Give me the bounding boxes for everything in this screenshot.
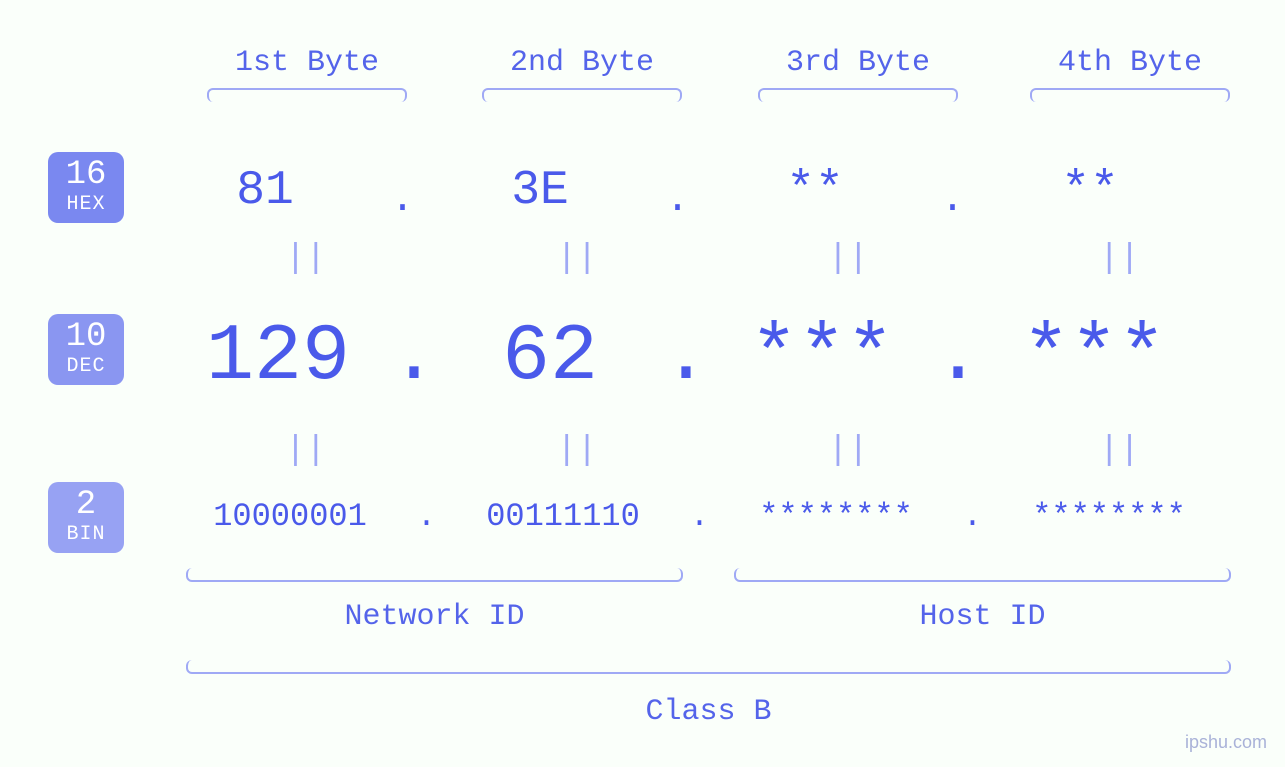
equals-icon: ||: [170, 432, 441, 470]
equals-icon: ||: [441, 432, 712, 470]
base-label: HEX: [48, 194, 124, 215]
dec-byte-4: ***: [986, 312, 1202, 403]
bin-byte-2: 00111110: [443, 498, 683, 535]
dec-byte-3: ***: [714, 312, 930, 403]
base-number: 16: [48, 158, 124, 194]
separator-dot: .: [360, 158, 445, 223]
dec-byte-1: 129: [170, 312, 386, 403]
equals-icon: ||: [713, 240, 984, 278]
label-host-id: Host ID: [734, 600, 1231, 634]
hex-byte-4: **: [995, 164, 1185, 218]
base-number: 10: [48, 320, 124, 356]
bracket-class: [186, 660, 1231, 674]
bin-byte-4: ********: [989, 498, 1229, 535]
equals-icon: ||: [984, 432, 1255, 470]
label-network-id: Network ID: [186, 600, 683, 634]
bracket-host-id: [734, 568, 1231, 582]
separator-dot: .: [410, 498, 443, 535]
bracket-byte-4: [1030, 88, 1230, 102]
bracket-network-id: [186, 568, 683, 582]
separator-dot: .: [683, 498, 716, 535]
watermark: ipshu.com: [1185, 732, 1267, 753]
row-dec: 129 . 62 . *** . ***: [170, 312, 1255, 403]
base-badge-bin: 2 BIN: [48, 482, 124, 553]
separator-dot: .: [910, 158, 995, 223]
separator-dot: .: [635, 158, 720, 223]
base-badge-dec: 10 DEC: [48, 314, 124, 385]
row-hex: 81 . 3E . ** . **: [170, 158, 1255, 223]
separator-dot: .: [658, 312, 714, 403]
byte-header-4: 4th Byte: [1030, 46, 1230, 80]
base-badge-hex: 16 HEX: [48, 152, 124, 223]
separator-dot: .: [386, 312, 442, 403]
byte-header-3: 3rd Byte: [758, 46, 958, 80]
separator-dot: .: [930, 312, 986, 403]
byte-header-2: 2nd Byte: [482, 46, 682, 80]
equals-icon: ||: [170, 240, 441, 278]
equals-icon: ||: [713, 432, 984, 470]
bracket-byte-2: [482, 88, 682, 102]
base-number: 2: [48, 488, 124, 524]
equals-row-hex-dec: || || || ||: [170, 240, 1255, 278]
label-class: Class B: [186, 695, 1231, 729]
base-label: DEC: [48, 356, 124, 377]
separator-dot: .: [956, 498, 989, 535]
equals-icon: ||: [984, 240, 1255, 278]
row-bin: 10000001 . 00111110 . ******** . *******…: [170, 498, 1255, 535]
hex-byte-1: 81: [170, 164, 360, 218]
hex-byte-3: **: [720, 164, 910, 218]
bin-byte-1: 10000001: [170, 498, 410, 535]
equals-icon: ||: [441, 240, 712, 278]
hex-byte-2: 3E: [445, 164, 635, 218]
bin-byte-3: ********: [716, 498, 956, 535]
base-label: BIN: [48, 524, 124, 545]
equals-row-dec-bin: || || || ||: [170, 432, 1255, 470]
bracket-byte-3: [758, 88, 958, 102]
dec-byte-2: 62: [442, 312, 658, 403]
bracket-byte-1: [207, 88, 407, 102]
ip-address-diagram: 16 HEX 10 DEC 2 BIN 1st Byte 2nd Byte 3r…: [0, 0, 1285, 767]
byte-header-1: 1st Byte: [207, 46, 407, 80]
